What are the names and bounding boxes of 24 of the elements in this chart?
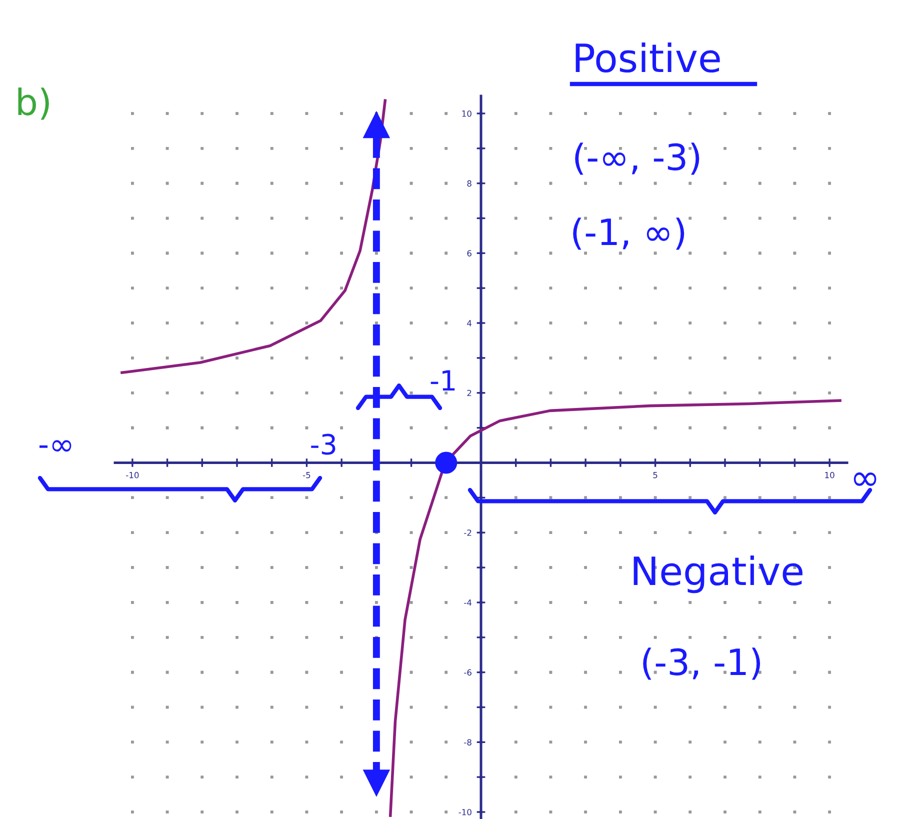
y-tick-label: -4: [464, 600, 472, 606]
y-tick-label: 10: [462, 110, 472, 117]
annotation: -1: [430, 370, 455, 391]
chart-title: b): [18, 88, 49, 120]
y-tick-label: 2: [467, 390, 472, 396]
annotation: -3: [311, 434, 336, 455]
x-tick-label: -10: [126, 472, 139, 478]
y-tick-label: 6: [467, 250, 472, 256]
text: -∞: [39, 440, 72, 452]
y-tick-label: 4: [467, 320, 472, 326]
annotation: (-3, -1): [643, 648, 760, 680]
text: ∞: [854, 472, 876, 486]
y-tick-label: -6: [464, 669, 472, 676]
annotation: Negative: [634, 555, 802, 594]
y-tick-label: -8: [464, 739, 472, 746]
x-tick-label: 5: [653, 472, 658, 478]
y-tick-label: -2: [464, 530, 472, 536]
x-tick-label: 10: [825, 472, 834, 478]
annotation: (-1, ∞): [573, 218, 684, 250]
y-tick-label: -10: [458, 808, 472, 816]
text: Positive: [576, 42, 720, 73]
x-tick-label: -5: [302, 472, 310, 478]
y-tick-label: 8: [467, 180, 472, 187]
annotation: (-∞, -3): [575, 142, 700, 175]
